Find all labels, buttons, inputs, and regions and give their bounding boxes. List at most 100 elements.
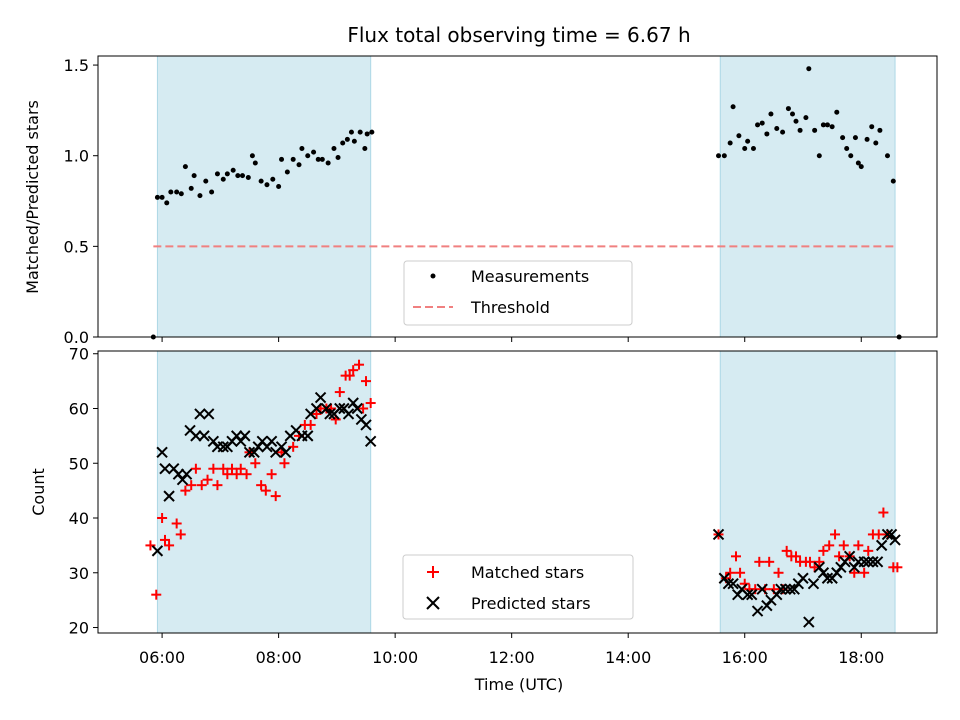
predicted-star-point <box>722 578 735 590</box>
measurement-point <box>806 66 812 72</box>
matched-star-point <box>838 540 849 551</box>
predicted-star-point <box>756 583 768 595</box>
predicted-star-d2 <box>889 534 901 546</box>
measurement-point <box>284 169 290 175</box>
matched-star-point <box>735 567 746 578</box>
legend-predicted-label: Predicted stars <box>471 594 591 613</box>
measurement-point <box>351 138 357 144</box>
predicted-star-point <box>858 556 870 568</box>
measurement-point <box>716 153 722 159</box>
measurement-point <box>844 145 850 151</box>
measurement-point <box>877 127 883 133</box>
x-axis-ticks-bottom: 06:00 08:00 10:00 12:00 14:00 16:00 18:00 <box>139 633 884 667</box>
measurement-point <box>335 155 341 161</box>
matched-star-point <box>365 398 376 409</box>
predicted-star-d2 <box>797 572 809 584</box>
measurement-point <box>750 145 756 151</box>
y-tick-label: 0.5 <box>64 237 89 256</box>
predicted-star-d2 <box>302 430 314 442</box>
predicted-star-point <box>364 435 377 448</box>
measurement-point <box>858 164 864 170</box>
measurement-point <box>239 173 245 179</box>
measurement-point <box>824 122 830 128</box>
legend-measurements-marker <box>430 273 436 279</box>
predicted-star-point <box>784 583 796 595</box>
matched-star-point <box>305 419 316 430</box>
predicted-star-point <box>342 408 355 420</box>
measurement-point <box>159 194 165 200</box>
measurement-point <box>730 104 736 110</box>
measurement-point <box>884 153 890 159</box>
matched-star-point <box>863 545 874 556</box>
predicted-star-point <box>779 583 792 595</box>
predicted-star-point <box>803 616 815 628</box>
measurement-point <box>774 126 780 132</box>
predicted-star-point <box>198 430 210 442</box>
predicted-star-point <box>889 534 901 546</box>
predicted-star-point <box>243 446 256 459</box>
predicted-star-d2 <box>871 556 884 568</box>
predicted-star-d2 <box>279 446 292 459</box>
measurement-point <box>299 145 305 151</box>
matched-star-point <box>260 485 271 496</box>
measurement-point <box>344 136 350 142</box>
predicted-star-d2 <box>310 402 323 415</box>
predicted-star-point <box>881 528 894 541</box>
matched-star-point <box>334 387 345 398</box>
measurement-point <box>790 111 796 117</box>
matched-star-point <box>859 567 870 578</box>
matched-star-point <box>145 540 156 551</box>
matched-star-point <box>190 463 201 474</box>
predicted-star-d2 <box>243 446 256 459</box>
matched-star-point <box>256 480 267 491</box>
predicted-star-d2 <box>741 588 754 601</box>
matched-star-point <box>804 556 815 567</box>
predicted-star-point <box>885 528 898 541</box>
predicted-star-d2 <box>727 578 739 590</box>
matched-star-point <box>157 513 168 524</box>
predicted-star-d2 <box>746 588 758 601</box>
predicted-star-point <box>797 572 809 584</box>
predicted-star-point <box>351 402 363 415</box>
predicted-star-d2 <box>163 490 175 502</box>
y-axis-label-top: Matched/Predicted stars <box>23 100 42 294</box>
matched-star-point <box>853 540 864 551</box>
legend-threshold-label: Threshold <box>470 298 550 317</box>
measurement-point <box>369 129 375 135</box>
predicted-star-d2 <box>775 583 787 595</box>
predicted-star-d2 <box>722 578 735 590</box>
predicted-star-d2 <box>184 424 196 437</box>
matched-star-point <box>873 529 884 540</box>
measurement-point <box>178 191 184 197</box>
predicted-star-d2 <box>202 408 215 420</box>
y-tick-label: 20 <box>69 619 89 638</box>
matched-star-point <box>279 458 290 469</box>
predicted-star-d2 <box>159 463 171 475</box>
predicted-star-point <box>194 408 206 420</box>
measurement-point <box>270 176 276 182</box>
predicted-star-point <box>217 441 229 453</box>
predicted-star-point <box>314 391 327 404</box>
x-tick-label: 08:00 <box>256 648 302 667</box>
measurement-point <box>252 160 258 166</box>
predicted-star-point <box>180 468 193 480</box>
predicted-star-point <box>741 588 754 601</box>
measurement-point <box>873 140 879 146</box>
predicted-star-d2 <box>338 402 350 415</box>
predicted-star-point <box>875 539 888 552</box>
matched-star-point <box>222 469 233 480</box>
measurement-point <box>812 127 818 133</box>
measurement-point <box>755 122 761 128</box>
matched-star-point <box>311 408 322 419</box>
predicted-star-point <box>821 572 834 584</box>
predicted-star-d2 <box>180 468 193 480</box>
observing-window-0 <box>156 55 372 338</box>
x-tick-label: 14:00 <box>605 648 651 667</box>
matched-star-point <box>830 529 841 540</box>
matched-star-point <box>814 556 825 567</box>
matched-star-point <box>754 556 765 567</box>
matched-star-point <box>231 469 242 480</box>
predicted-star-point <box>751 605 764 617</box>
measurement-point <box>224 171 230 177</box>
panel-counts: 20 30 40 50 60 70 06:00 08:00 10:00 12:00 14:00 16… <box>29 345 938 694</box>
